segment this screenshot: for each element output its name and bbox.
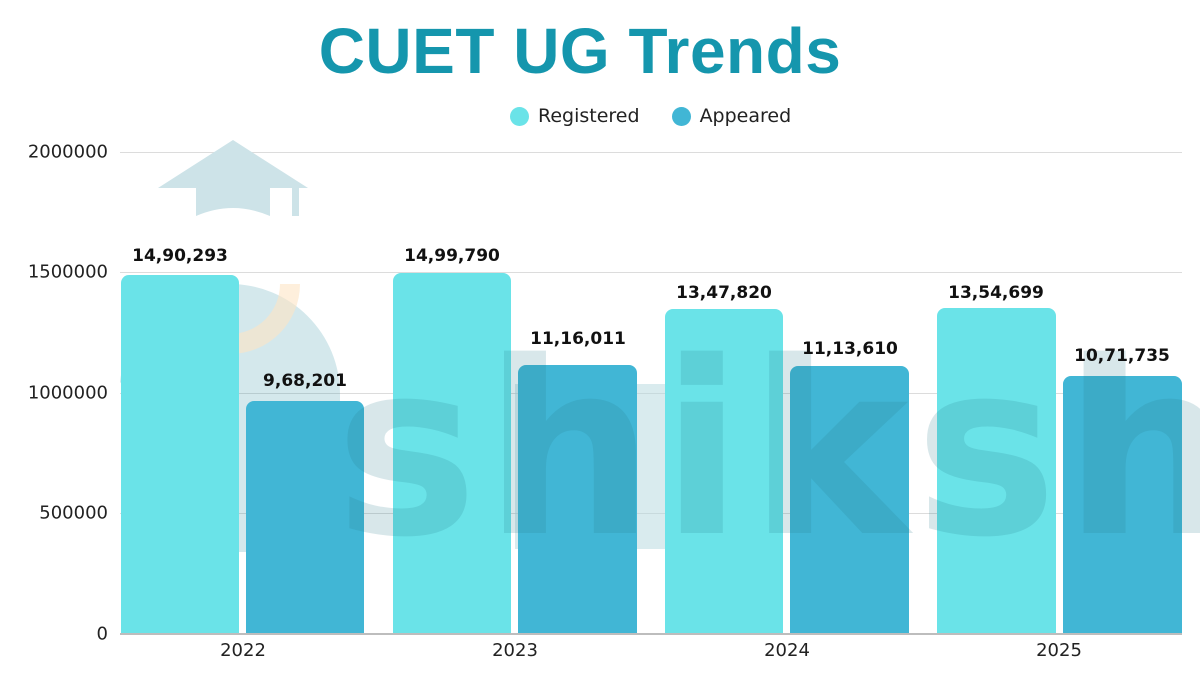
x-tick-2023: 2023: [492, 640, 538, 661]
chart-legend: Registered Appeared: [510, 105, 791, 127]
x-tick-2022: 2022: [220, 640, 266, 661]
bar-registered-2025[interactable]: [937, 308, 1056, 634]
x-tick-2025: 2025: [1036, 640, 1082, 661]
bar-appeared-2022[interactable]: [246, 401, 364, 634]
bar-appeared-2024[interactable]: [790, 366, 909, 634]
label-registered-2023: 14,99,790: [404, 246, 500, 266]
gridline-1500000: [120, 272, 1182, 273]
bar-appeared-2025[interactable]: [1063, 376, 1182, 634]
bar-registered-2023[interactable]: [393, 273, 511, 634]
bar-registered-2022[interactable]: [121, 275, 239, 634]
y-tick-1500000: 1500000: [27, 261, 108, 283]
bar-registered-2024[interactable]: [665, 309, 783, 634]
legend-item-appeared[interactable]: Appeared: [671, 105, 792, 127]
bar-appeared-2023[interactable]: [518, 365, 637, 634]
label-registered-2024: 13,47,820: [676, 283, 772, 303]
y-tick-500000: 500000: [39, 502, 108, 524]
label-appeared-2022: 9,68,201: [263, 371, 347, 391]
x-axis-line: [120, 633, 1182, 635]
y-tick-1000000: 1000000: [27, 382, 108, 404]
gridline-2000000: [120, 152, 1182, 153]
label-appeared-2023: 11,16,011: [530, 329, 626, 349]
chart-title: CUET UG Trends: [318, 15, 842, 87]
x-tick-2024: 2024: [764, 640, 810, 661]
y-tick-2000000: 2000000: [27, 141, 108, 163]
legend-label-appeared: Appeared: [699, 105, 792, 127]
registered-swatch-icon: [510, 106, 529, 126]
label-appeared-2025: 10,71,735: [1074, 346, 1170, 366]
appeared-swatch-icon: [671, 106, 691, 126]
label-registered-2022: 14,90,293: [132, 246, 228, 266]
label-appeared-2024: 11,13,610: [802, 339, 898, 359]
label-registered-2025: 13,54,699: [948, 283, 1044, 303]
y-tick-0: 0: [96, 623, 108, 645]
graduation-cap-watermark-icon: [158, 140, 308, 216]
legend-label-registered: Registered: [538, 105, 640, 127]
legend-item-registered[interactable]: Registered: [510, 105, 640, 127]
shiksha-watermark-text: shiksha: [335, 310, 1200, 590]
